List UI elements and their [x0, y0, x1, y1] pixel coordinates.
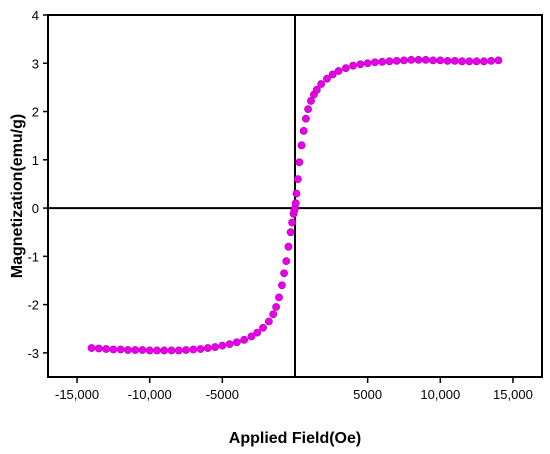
data-point [421, 55, 430, 64]
data-point [291, 199, 300, 208]
data-point [131, 346, 140, 354]
data-point [487, 56, 496, 65]
x-tick-label: -5000 [206, 387, 239, 402]
data-point [211, 343, 219, 351]
axis-ticks: -15,000 -10,000 -5000 5000 10,000 15,000 -3 -2 -… [27, 8, 532, 402]
data-point [378, 57, 387, 66]
data-point [174, 346, 183, 355]
y-tick-label: -1 [27, 249, 39, 264]
data-point [94, 344, 103, 353]
data-point [240, 335, 249, 344]
x-axis-title: Applied Field(Oe) [229, 430, 361, 447]
data-point [297, 141, 306, 150]
data-point [124, 346, 132, 354]
data-point [288, 218, 296, 227]
y-tick-label: 1 [32, 153, 39, 168]
data-point [138, 346, 147, 354]
data-point [247, 332, 256, 341]
data-point [299, 126, 308, 135]
data-point [323, 74, 331, 83]
data-point [160, 346, 169, 355]
y-tick-label: -3 [27, 346, 39, 361]
data-point [450, 56, 459, 65]
data-point [317, 80, 326, 88]
data-point [371, 58, 379, 67]
data-point [189, 345, 198, 354]
data-point [465, 57, 474, 66]
y-tick-label: 0 [32, 201, 39, 216]
data-point [307, 97, 315, 105]
data-point [269, 310, 278, 319]
x-tick-label: -15,000 [55, 387, 99, 402]
data-point [286, 228, 295, 237]
data-point [218, 341, 227, 350]
x-tick-label: -10,000 [128, 387, 172, 402]
data-point [392, 56, 401, 65]
data-point [272, 303, 281, 311]
data-point [443, 56, 452, 65]
data-point [472, 57, 481, 66]
y-tick-label: 2 [32, 105, 39, 120]
data-point [278, 281, 286, 290]
data-point [284, 242, 293, 251]
x-tick-label: 5000 [353, 387, 382, 402]
data-point [356, 60, 365, 69]
data-point [436, 56, 445, 65]
data-point [334, 67, 343, 75]
data-point [385, 57, 394, 66]
data-point [429, 56, 437, 65]
data-point [400, 56, 408, 65]
data-point [341, 64, 350, 72]
data-point [407, 55, 416, 64]
data-point [292, 189, 301, 198]
y-tick-label: 4 [32, 8, 39, 23]
data-point [328, 70, 337, 79]
data-point [153, 346, 161, 355]
data-point [264, 317, 273, 326]
data-point [182, 346, 190, 354]
data-point [312, 85, 321, 94]
data-point [116, 345, 125, 354]
data-point [280, 269, 289, 278]
data-point [494, 56, 503, 65]
data-point [109, 345, 118, 354]
data-point [232, 338, 241, 347]
data-point [294, 175, 302, 184]
data-point [414, 55, 423, 64]
plot-frame [47, 14, 543, 378]
data-point [282, 257, 291, 266]
data-points [87, 55, 503, 355]
x-tick-label: 15,000 [493, 387, 533, 402]
data-point [102, 345, 111, 353]
data-point [301, 114, 310, 123]
data-point [304, 105, 312, 114]
data-point [87, 344, 96, 352]
x-tick-label: 10,000 [420, 387, 460, 402]
data-point [363, 59, 372, 68]
data-point [225, 340, 234, 349]
data-point [196, 345, 205, 353]
data-point [253, 328, 262, 337]
y-axis-title: Magnetization(emu/g) [9, 114, 26, 278]
data-point [349, 61, 358, 70]
data-point [145, 346, 154, 355]
y-tick-label: -2 [27, 298, 39, 313]
data-point [295, 158, 304, 167]
data-point [259, 323, 267, 332]
data-point [167, 346, 176, 355]
data-point [458, 57, 466, 66]
y-tick-label: 3 [32, 56, 39, 71]
data-point [203, 344, 212, 352]
data-point [275, 293, 283, 302]
data-point [479, 57, 488, 66]
